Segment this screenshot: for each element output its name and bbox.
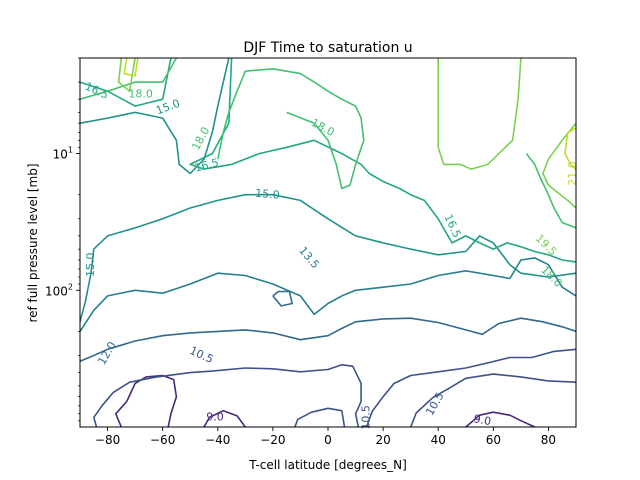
contour-line-10.5-3 [409, 373, 576, 427]
x-tick-label-1: −60 [150, 433, 175, 447]
x-tick-label-0: −80 [95, 433, 120, 447]
contour-label-18: 9.0 [473, 412, 492, 428]
contour-lines [80, 58, 576, 427]
contour-label-12: 21.0 [566, 161, 579, 186]
contour-line-12.0-0 [80, 317, 576, 362]
chart-title: DJF Time to saturation u [243, 40, 412, 56]
x-tick-label-7: 60 [486, 433, 501, 447]
contour-line-9.0-0 [115, 374, 178, 427]
contour-label-4: 16.5 [193, 156, 220, 175]
y-tick-label-1: 1002 [45, 282, 73, 298]
contour-line-19.5-1 [437, 58, 522, 170]
contour-label-8: 15.0 [84, 252, 97, 277]
contour-line-9.0-2 [465, 411, 536, 427]
x-axis: −80 −60 −40 −20 0 20 40 60 80 [95, 427, 556, 447]
contour-line-19.5-2 [542, 122, 576, 209]
contour-line-9.0-1 [203, 409, 246, 427]
contour-line-18.0-1 [217, 68, 365, 190]
contour-line-21.0-1 [564, 127, 576, 170]
contour-line-10.5-0 [93, 363, 362, 427]
contour-line-18.0-2 [525, 153, 576, 229]
contour-line-10.5-1 [294, 407, 346, 427]
contour-line-18.0-0 [80, 58, 178, 100]
contour-line-16.5-1 [189, 58, 576, 263]
contour-line-16.5-0 [80, 58, 172, 107]
y-axis-label: ref full pressure level [mb] [26, 163, 40, 322]
contour-line-13.5-0 [80, 257, 576, 332]
contour-line-12.0-1 [272, 290, 293, 307]
contour-line-15.0-1 [80, 58, 230, 175]
contour-line-10.5-2 [365, 348, 576, 427]
x-tick-label-4: 0 [324, 433, 332, 447]
x-tick-label-2: −40 [205, 433, 230, 447]
x-axis-label: T-cell latitude [degrees_N] [248, 458, 407, 472]
contour-line-21.0-0 [123, 58, 139, 77]
x-tick-label-3: −20 [260, 433, 285, 447]
contour-label-6: 15.0 [255, 187, 281, 202]
contour-line-15.0-0 [80, 193, 576, 323]
x-tick-label-8: 80 [541, 433, 556, 447]
contour-label-15: 9.0 [206, 410, 224, 423]
x-tick-label-6: 40 [431, 433, 446, 447]
contour-label-1: 18.0 [128, 88, 153, 101]
contour-label-16: 10.5 [360, 405, 373, 430]
x-tick-label-5: 20 [375, 433, 390, 447]
